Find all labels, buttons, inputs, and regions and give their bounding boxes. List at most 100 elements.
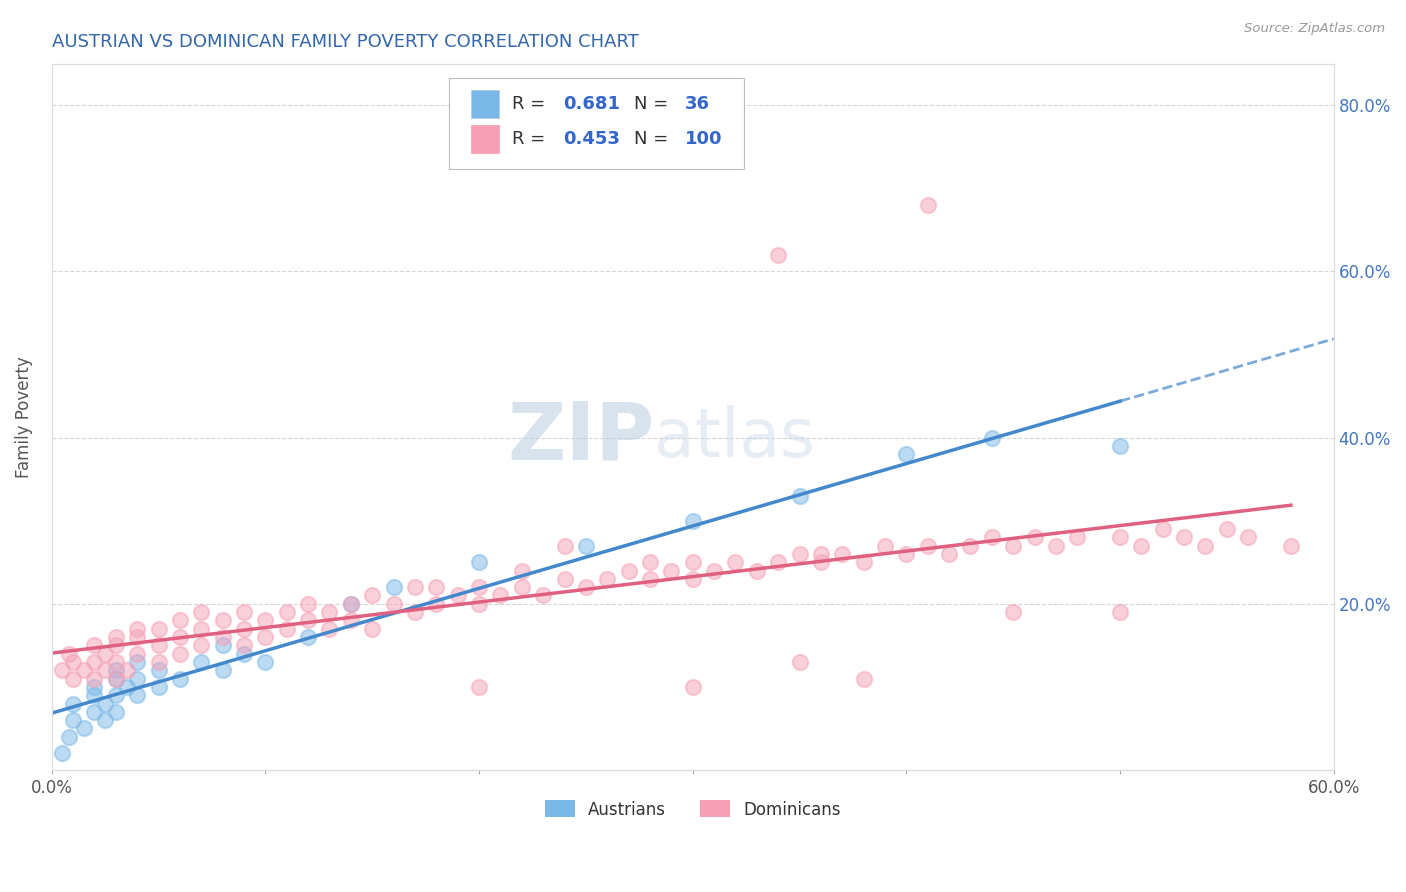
Point — [127, 688, 149, 702]
Point — [148, 663, 170, 677]
Point — [638, 555, 661, 569]
Point — [1130, 539, 1153, 553]
Point — [254, 655, 277, 669]
Point — [1194, 539, 1216, 553]
Point — [73, 663, 96, 677]
Point — [980, 431, 1002, 445]
Point — [83, 705, 105, 719]
Point — [917, 539, 939, 553]
Point — [810, 555, 832, 569]
Point — [404, 580, 426, 594]
Point — [104, 663, 127, 677]
Text: N =: N = — [634, 95, 673, 112]
Point — [83, 688, 105, 702]
Point — [1109, 530, 1132, 544]
Bar — [471, 90, 499, 118]
Point — [169, 614, 191, 628]
Point — [190, 655, 212, 669]
Point — [510, 564, 533, 578]
Point — [1066, 530, 1088, 544]
Point — [127, 655, 149, 669]
Point — [62, 672, 84, 686]
Point — [254, 614, 277, 628]
Point — [553, 572, 575, 586]
Point — [852, 555, 875, 569]
Point — [340, 597, 363, 611]
Point — [104, 638, 127, 652]
Point — [724, 555, 747, 569]
Text: AUSTRIAN VS DOMINICAN FAMILY POVERTY CORRELATION CHART: AUSTRIAN VS DOMINICAN FAMILY POVERTY COR… — [52, 33, 638, 51]
Point — [276, 622, 298, 636]
Point — [682, 572, 704, 586]
Point — [340, 597, 363, 611]
Point — [1152, 522, 1174, 536]
Point — [254, 630, 277, 644]
Point — [682, 514, 704, 528]
Point — [94, 697, 117, 711]
Point — [575, 580, 598, 594]
Point — [361, 622, 384, 636]
Text: R =: R = — [512, 95, 551, 112]
Point — [382, 580, 405, 594]
Point — [104, 630, 127, 644]
Point — [104, 655, 127, 669]
Point — [297, 630, 319, 644]
Point — [62, 697, 84, 711]
Point — [766, 248, 789, 262]
Point — [980, 530, 1002, 544]
Point — [682, 555, 704, 569]
Point — [1173, 530, 1195, 544]
Point — [276, 605, 298, 619]
Point — [703, 564, 725, 578]
Text: 0.681: 0.681 — [564, 95, 620, 112]
Point — [659, 564, 682, 578]
Point — [62, 655, 84, 669]
Point — [510, 580, 533, 594]
Point — [789, 489, 811, 503]
Point — [297, 597, 319, 611]
Point — [789, 655, 811, 669]
Point — [468, 580, 491, 594]
Point — [489, 589, 512, 603]
Point — [682, 680, 704, 694]
Point — [83, 638, 105, 652]
Legend: Austrians, Dominicans: Austrians, Dominicans — [538, 794, 846, 825]
Text: 0.453: 0.453 — [564, 130, 620, 148]
Point — [1216, 522, 1239, 536]
Point — [190, 622, 212, 636]
Point — [766, 555, 789, 569]
Point — [127, 672, 149, 686]
Point — [127, 630, 149, 644]
Point — [148, 622, 170, 636]
Point — [104, 688, 127, 702]
Text: ZIP: ZIP — [508, 399, 654, 477]
Point — [104, 672, 127, 686]
Point — [211, 638, 233, 652]
Point — [318, 605, 340, 619]
Point — [789, 547, 811, 561]
Point — [810, 547, 832, 561]
Point — [531, 589, 554, 603]
Point — [58, 730, 80, 744]
Point — [1109, 605, 1132, 619]
Text: Source: ZipAtlas.com: Source: ZipAtlas.com — [1244, 22, 1385, 36]
Point — [938, 547, 960, 561]
Point — [73, 722, 96, 736]
Point — [233, 622, 256, 636]
Point — [553, 539, 575, 553]
Point — [425, 597, 447, 611]
Point — [169, 672, 191, 686]
Point — [51, 747, 73, 761]
Point — [745, 564, 768, 578]
FancyBboxPatch shape — [449, 78, 744, 169]
Point — [617, 564, 640, 578]
Point — [169, 630, 191, 644]
Bar — [471, 125, 499, 153]
Point — [575, 539, 598, 553]
Point — [340, 614, 363, 628]
Point — [1024, 530, 1046, 544]
Point — [1045, 539, 1067, 553]
Point — [318, 622, 340, 636]
Point — [404, 605, 426, 619]
Point — [169, 647, 191, 661]
